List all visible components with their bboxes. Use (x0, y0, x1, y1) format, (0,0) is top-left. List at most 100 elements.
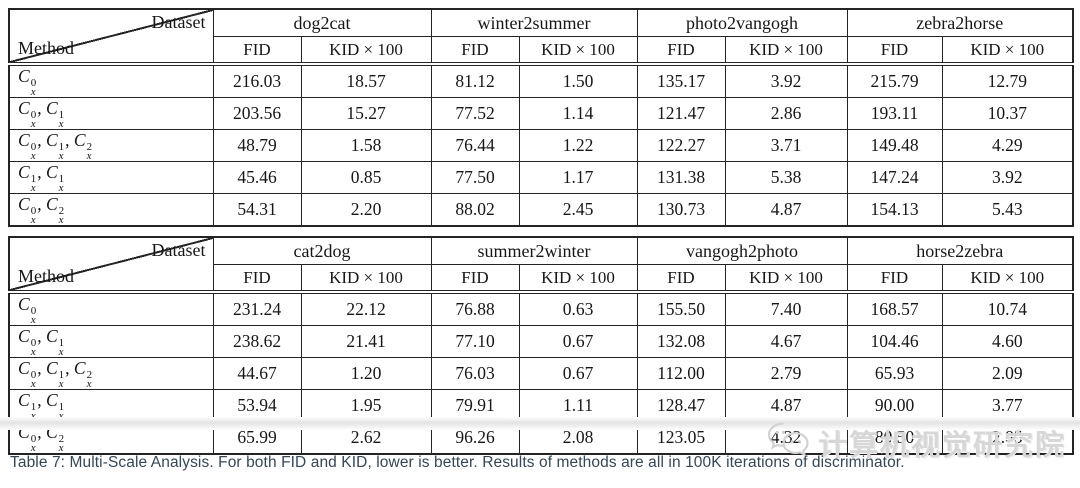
metric-header-kid: KID × 100 (941, 264, 1074, 293)
metric-header-kid: KID × 100 (518, 264, 638, 293)
metric-header-fid: FID (212, 264, 302, 293)
value-cell: 3.92 (941, 161, 1074, 194)
metric-header-fid: FID (636, 264, 726, 293)
value-cell: 0.67 (518, 357, 638, 390)
dataset-header: cat2dog (212, 236, 432, 265)
watermark: 计算机视觉研究院 (765, 421, 1066, 464)
metric-header-fid: FID (430, 264, 520, 293)
value-cell: 76.03 (430, 357, 520, 390)
value-cell: 65.93 (846, 357, 943, 390)
value-cell: 1.22 (518, 129, 638, 162)
metric-header-fid: FID (430, 36, 520, 65)
value-cell: 112.00 (636, 357, 726, 390)
value-cell: 1.95 (300, 389, 432, 422)
metric-header-kid: KID × 100 (518, 36, 638, 65)
value-cell: 44.67 (212, 357, 302, 390)
value-cell: 48.79 (212, 129, 302, 162)
value-cell: 1.20 (300, 357, 432, 390)
value-cell: 1.58 (300, 129, 432, 162)
value-cell: 77.52 (430, 97, 520, 130)
table-body: C 0 x 216.03 18.57 81.12 1.50 135.17 3.92 215.79 1… (8, 62, 1074, 227)
corner-method-label: Method (18, 266, 74, 286)
value-cell: 155.50 (636, 290, 726, 326)
corner-dataset-label: Dataset (151, 12, 206, 32)
dataset-header: zebra2horse (846, 8, 1074, 37)
results-table-top: Dataset Method dog2cat winter2summer pho… (8, 8, 1074, 227)
corner-cell: Dataset Method (8, 8, 214, 65)
value-cell: 135.17 (636, 62, 726, 98)
value-cell: 130.73 (636, 193, 726, 227)
value-cell: 54.31 (212, 193, 302, 227)
metric-header-kid: KID × 100 (300, 264, 432, 293)
value-cell: 53.94 (212, 389, 302, 422)
value-cell: 0.85 (300, 161, 432, 194)
dataset-header: horse2zebra (846, 236, 1074, 265)
metric-header-fid: FID (846, 264, 943, 293)
value-cell: 2.86 (724, 97, 848, 130)
value-cell: 1.14 (518, 97, 638, 130)
metric-header-fid: FID (636, 36, 726, 65)
metric-header-kid: KID × 100 (300, 36, 432, 65)
table-row: C 0 x 231.24 22.12 76.88 0.63 155.50 7.40 168.57 1… (8, 290, 1074, 326)
dataset-header: winter2summer (430, 8, 638, 37)
corner-cell: Dataset Method (8, 236, 214, 293)
value-cell: 88.02 (430, 193, 520, 227)
value-cell: 0.63 (518, 290, 638, 326)
metric-header-kid: KID × 100 (724, 264, 848, 293)
watermark-text: 计算机视觉研究院 (817, 427, 1066, 462)
value-cell: 216.03 (212, 62, 302, 98)
page-edge-shadow (0, 417, 1080, 430)
value-cell: 3.92 (724, 62, 848, 98)
metric-header-kid: KID × 100 (941, 36, 1074, 65)
value-cell: 203.56 (212, 97, 302, 130)
value-cell: 0.67 (518, 325, 638, 358)
value-cell: 231.24 (212, 290, 302, 326)
value-cell: 76.44 (430, 129, 520, 162)
value-cell: 1.17 (518, 161, 638, 194)
dataset-header: vangogh2photo (636, 236, 848, 265)
dataset-header: photo2vangogh (636, 8, 848, 37)
value-cell: 90.00 (846, 389, 943, 422)
value-cell: 45.46 (212, 161, 302, 194)
value-cell: 193.11 (846, 97, 943, 130)
value-cell: 21.41 (300, 325, 432, 358)
value-cell: 10.37 (941, 97, 1074, 130)
value-cell: 132.08 (636, 325, 726, 358)
metric-header-fid: FID (846, 36, 943, 65)
value-cell: 79.91 (430, 389, 520, 422)
value-cell: 77.50 (430, 161, 520, 194)
value-cell: 154.13 (846, 193, 943, 227)
value-cell: 149.48 (846, 129, 943, 162)
table-body: C 0 x 231.24 22.12 76.88 0.63 155.50 7.40 168.57 1… (8, 290, 1074, 455)
corner-method-label: Method (18, 38, 74, 58)
value-cell: 2.45 (518, 193, 638, 227)
value-cell: 12.79 (941, 62, 1074, 98)
value-cell: 81.12 (430, 62, 520, 98)
value-cell: 3.71 (724, 129, 848, 162)
corner-dataset-label: Dataset (151, 240, 206, 260)
value-cell: 2.79 (724, 357, 848, 390)
value-cell: 2.09 (941, 357, 1074, 390)
value-cell: 121.47 (636, 97, 726, 130)
value-cell: 128.47 (636, 389, 726, 422)
value-cell: 2.20 (300, 193, 432, 227)
value-cell: 168.57 (846, 290, 943, 326)
value-cell: 18.57 (300, 62, 432, 98)
wechat-logo-icon (765, 421, 811, 464)
dataset-header: dog2cat (212, 8, 432, 37)
value-cell: 7.40 (724, 290, 848, 326)
value-cell: 77.10 (430, 325, 520, 358)
value-cell: 147.24 (846, 161, 943, 194)
dataset-header: summer2winter (430, 236, 638, 265)
